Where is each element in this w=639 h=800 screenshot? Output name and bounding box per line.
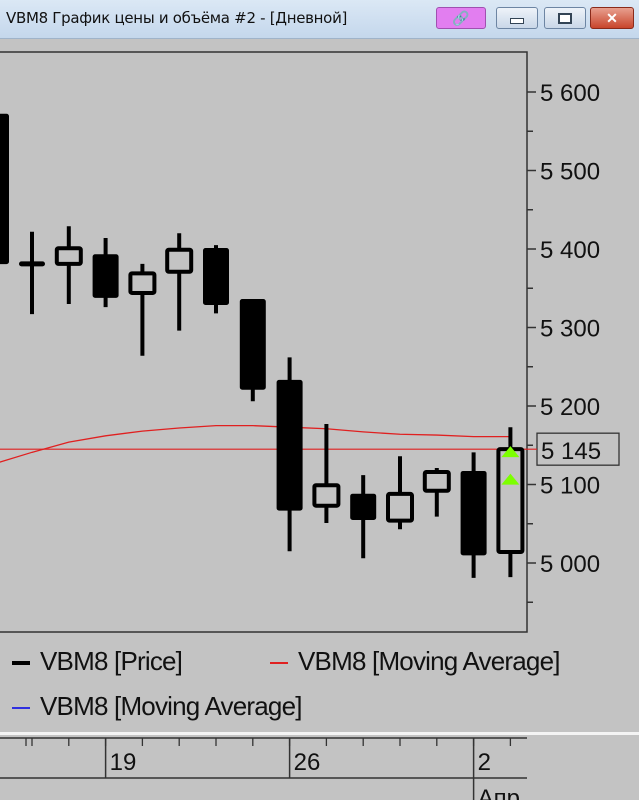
title-bar: VBM8 График цены и объёма #2 - [Дневной]…: [0, 0, 639, 39]
candle: [19, 231, 45, 315]
date-tick-label: 26: [294, 749, 321, 776]
price-axis: 5 600 5 500 5 400 5 300 5 200 5 100 5 000 5 145: [527, 80, 620, 603]
window-title: VBM8 График цены и объёма #2 - [Дневной]: [6, 9, 348, 27]
y-tick-label: 5 100: [540, 473, 600, 500]
minimize-button[interactable]: [496, 7, 538, 29]
candle-body: [312, 483, 341, 508]
date-axis: 19 26 2 Апр: [0, 737, 527, 800]
candle: [92, 238, 119, 308]
candle-body: [203, 248, 229, 305]
plot-frame: [0, 51, 528, 633]
legend-item-ma-blue: VBM8 [Moving Average]: [0, 691, 302, 722]
candle-body: [92, 254, 119, 298]
y-tick-label: 5 300: [540, 316, 600, 343]
date-tick-label: 2: [478, 749, 491, 776]
candle: [128, 263, 157, 356]
legend-item-ma-red: VBM8 [Moving Average]: [258, 646, 560, 677]
month-label: Апр: [478, 785, 520, 800]
legend-swatch: [270, 662, 288, 665]
legend-item-price: VBM8 [Price]: [0, 646, 183, 677]
divider: [0, 732, 639, 735]
y-tick-label: 5 500: [540, 159, 600, 186]
candle: [239, 299, 266, 402]
minimize-icon: [497, 8, 537, 28]
close-button[interactable]: ✕: [590, 7, 634, 29]
candles-layer: [0, 113, 525, 578]
candle: [350, 475, 377, 559]
moving-average-layer: [0, 424, 537, 463]
candle-body: [496, 447, 525, 555]
candle-body: [276, 379, 303, 511]
y-tick-label: 5 600: [540, 80, 600, 107]
y-tick-label: 5 200: [540, 394, 600, 421]
candle-body: [239, 299, 266, 390]
candle-body: [386, 491, 414, 523]
candle: [0, 113, 9, 265]
moving-average-line: [0, 424, 511, 463]
y-tick-label: 5 000: [540, 551, 600, 578]
candle-body: [165, 247, 194, 274]
candle: [276, 357, 303, 552]
maximize-icon: [545, 8, 585, 28]
candle: [460, 452, 487, 578]
candle: [165, 233, 194, 331]
candle: [54, 226, 83, 304]
signal-up-triangle-icon: [501, 473, 520, 485]
candle-body: [0, 113, 9, 265]
legend-swatch: [12, 661, 30, 666]
candle-body: [19, 261, 45, 267]
candle: [386, 456, 414, 530]
candle-body: [460, 470, 487, 556]
legend-label: VBM8 [Price]: [40, 646, 183, 676]
candle-body: [128, 271, 157, 295]
last-price-label: 5 145: [541, 438, 601, 465]
link-icon: 🔗: [452, 9, 470, 26]
candle: [422, 468, 451, 517]
candle-body: [422, 469, 451, 493]
link-button[interactable]: 🔗: [436, 7, 486, 29]
candle: [203, 245, 229, 314]
maximize-button[interactable]: [544, 7, 586, 29]
legend-label: VBM8 [Moving Average]: [40, 691, 302, 721]
candle-body: [54, 246, 83, 266]
y-tick-label: 5 400: [540, 237, 600, 264]
candle: [312, 424, 341, 523]
legend-swatch: [12, 707, 30, 710]
close-icon: ✕: [606, 9, 618, 26]
date-tick-label: 19: [110, 749, 137, 776]
candle-body: [350, 493, 377, 521]
signal-up-triangle-icon: [501, 446, 520, 458]
legend-label: VBM8 [Moving Average]: [298, 646, 560, 676]
